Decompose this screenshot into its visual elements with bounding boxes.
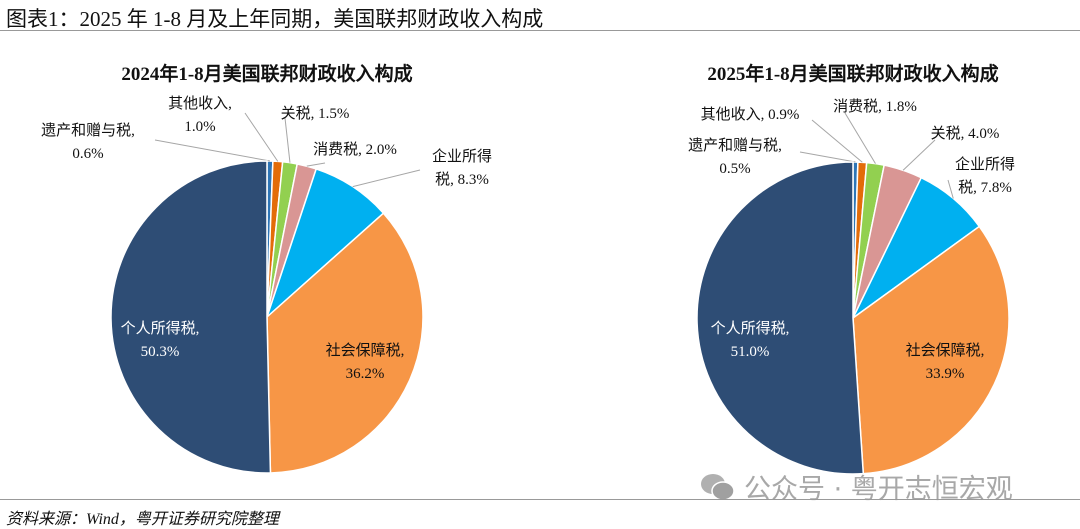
leader-line — [799, 151, 856, 163]
wechat-icon — [701, 473, 735, 501]
data-label: 消费税, 2.0% — [313, 139, 397, 162]
chart-title: 2024年1-8月美国联邦财政收入构成 — [121, 62, 412, 85]
data-label-name: 其他收入 — [700, 107, 761, 123]
data-label-name: 遗产和赠与税 — [688, 138, 779, 154]
bottom-divider — [0, 499, 1080, 500]
leader-line — [947, 179, 954, 199]
data-label-separator: , — [131, 123, 135, 139]
data-label: 遗产和赠与税, 0.6% — [41, 120, 135, 166]
data-label-name: 个人所得税 — [120, 321, 196, 337]
source-note: 资料来源：Wind，粤开证券研究院整理 — [6, 511, 279, 528]
data-label-name: 其他收入 — [168, 96, 229, 112]
pie-slice — [110, 160, 272, 474]
pie-slice — [852, 225, 1010, 475]
leader-line — [284, 117, 291, 163]
data-label-separator: , — [195, 321, 200, 337]
data-label-value: 36.2% — [345, 366, 385, 382]
data-label: 其他收入, 0.9% — [701, 104, 800, 127]
data-label: 社会保障税, 33.9% — [906, 340, 985, 386]
data-label-name: 消费税 — [833, 99, 879, 115]
leader-line — [244, 112, 279, 162]
data-label-value: 7.8% — [980, 180, 1012, 196]
data-label-separator: , — [358, 142, 366, 158]
data-label-value: 1.5% — [318, 106, 350, 122]
data-label-separator: , — [778, 138, 782, 154]
data-label-separator: , — [980, 343, 985, 359]
data-label-name: 消费税 — [313, 142, 359, 158]
pie-slice — [266, 212, 424, 474]
data-label: 企业所得税, 7.8% — [954, 154, 1016, 200]
data-label-name: 社会保障税 — [905, 343, 981, 359]
watermark: 公众号 · 粤开志恒宏观 — [700, 467, 1013, 506]
data-label: 其他收入, 1.0% — [168, 93, 232, 139]
pie-slice — [696, 161, 865, 475]
figure-title: 图表1：2025 年 1-8 月及上年同期，美国联邦财政收入构成 — [6, 7, 544, 31]
data-label: 个人所得税, 50.3% — [121, 318, 200, 364]
data-label-separator: , — [960, 126, 969, 142]
data-label: 消费税, 1.8% — [833, 96, 917, 119]
leader-line — [902, 139, 936, 171]
data-label-value: 51.0% — [730, 344, 770, 360]
leader-line — [154, 139, 271, 162]
data-label-value: 33.9% — [925, 366, 965, 382]
data-label: 企业所得税, 8.3% — [431, 146, 493, 192]
data-label-separator: , — [878, 99, 886, 115]
data-label-value: 2.0% — [365, 142, 397, 158]
data-label-value: 1.0% — [184, 119, 216, 135]
data-label-name: 社会保障税 — [325, 343, 401, 359]
data-label-name: 企业所得税 — [431, 149, 492, 188]
data-label-name: 遗产和赠与税 — [41, 123, 132, 139]
watermark-text: 公众号 · 粤开志恒宏观 — [744, 474, 1013, 505]
data-label-value: 8.3% — [457, 172, 489, 188]
data-label: 社会保障税, 36.2% — [326, 340, 405, 386]
data-label-separator: , — [228, 96, 232, 112]
chart-title: 2025年1-8月美国联邦财政收入构成 — [707, 62, 998, 85]
data-label-value: 1.8% — [885, 99, 917, 115]
data-label-separator: , — [760, 107, 769, 123]
data-label-separator: , — [973, 180, 981, 196]
data-label-value: 0.6% — [72, 146, 104, 162]
data-label-value: 0.5% — [719, 161, 751, 177]
data-label-separator: , — [450, 172, 458, 188]
leader-line — [306, 162, 326, 167]
data-label-value: 0.9% — [768, 107, 800, 123]
data-label-separator: , — [785, 321, 790, 337]
data-label-name: 企业所得税 — [954, 157, 1015, 196]
data-label-value: 4.0% — [968, 126, 1000, 142]
data-label: 个人所得税, 51.0% — [711, 318, 790, 364]
data-label: 关税, 4.0% — [931, 123, 1000, 146]
data-label-name: 关税 — [930, 126, 961, 142]
data-label: 遗产和赠与税, 0.5% — [688, 135, 782, 181]
data-label-value: 50.3% — [140, 344, 180, 360]
data-label-name: 关税 — [280, 106, 311, 122]
data-label-separator: , — [400, 343, 405, 359]
data-label-separator: , — [310, 106, 319, 122]
data-label-name: 个人所得税 — [710, 321, 786, 337]
data-label: 关税, 1.5% — [281, 103, 350, 126]
leader-line — [844, 112, 876, 164]
leader-line — [352, 169, 421, 188]
leader-line — [811, 119, 863, 163]
pie-charts: 2024年1-8月美国联邦财政收入构成 2025年1-8月美国联邦财政收入构成 — [110, 62, 1010, 475]
top-divider — [0, 30, 1080, 31]
